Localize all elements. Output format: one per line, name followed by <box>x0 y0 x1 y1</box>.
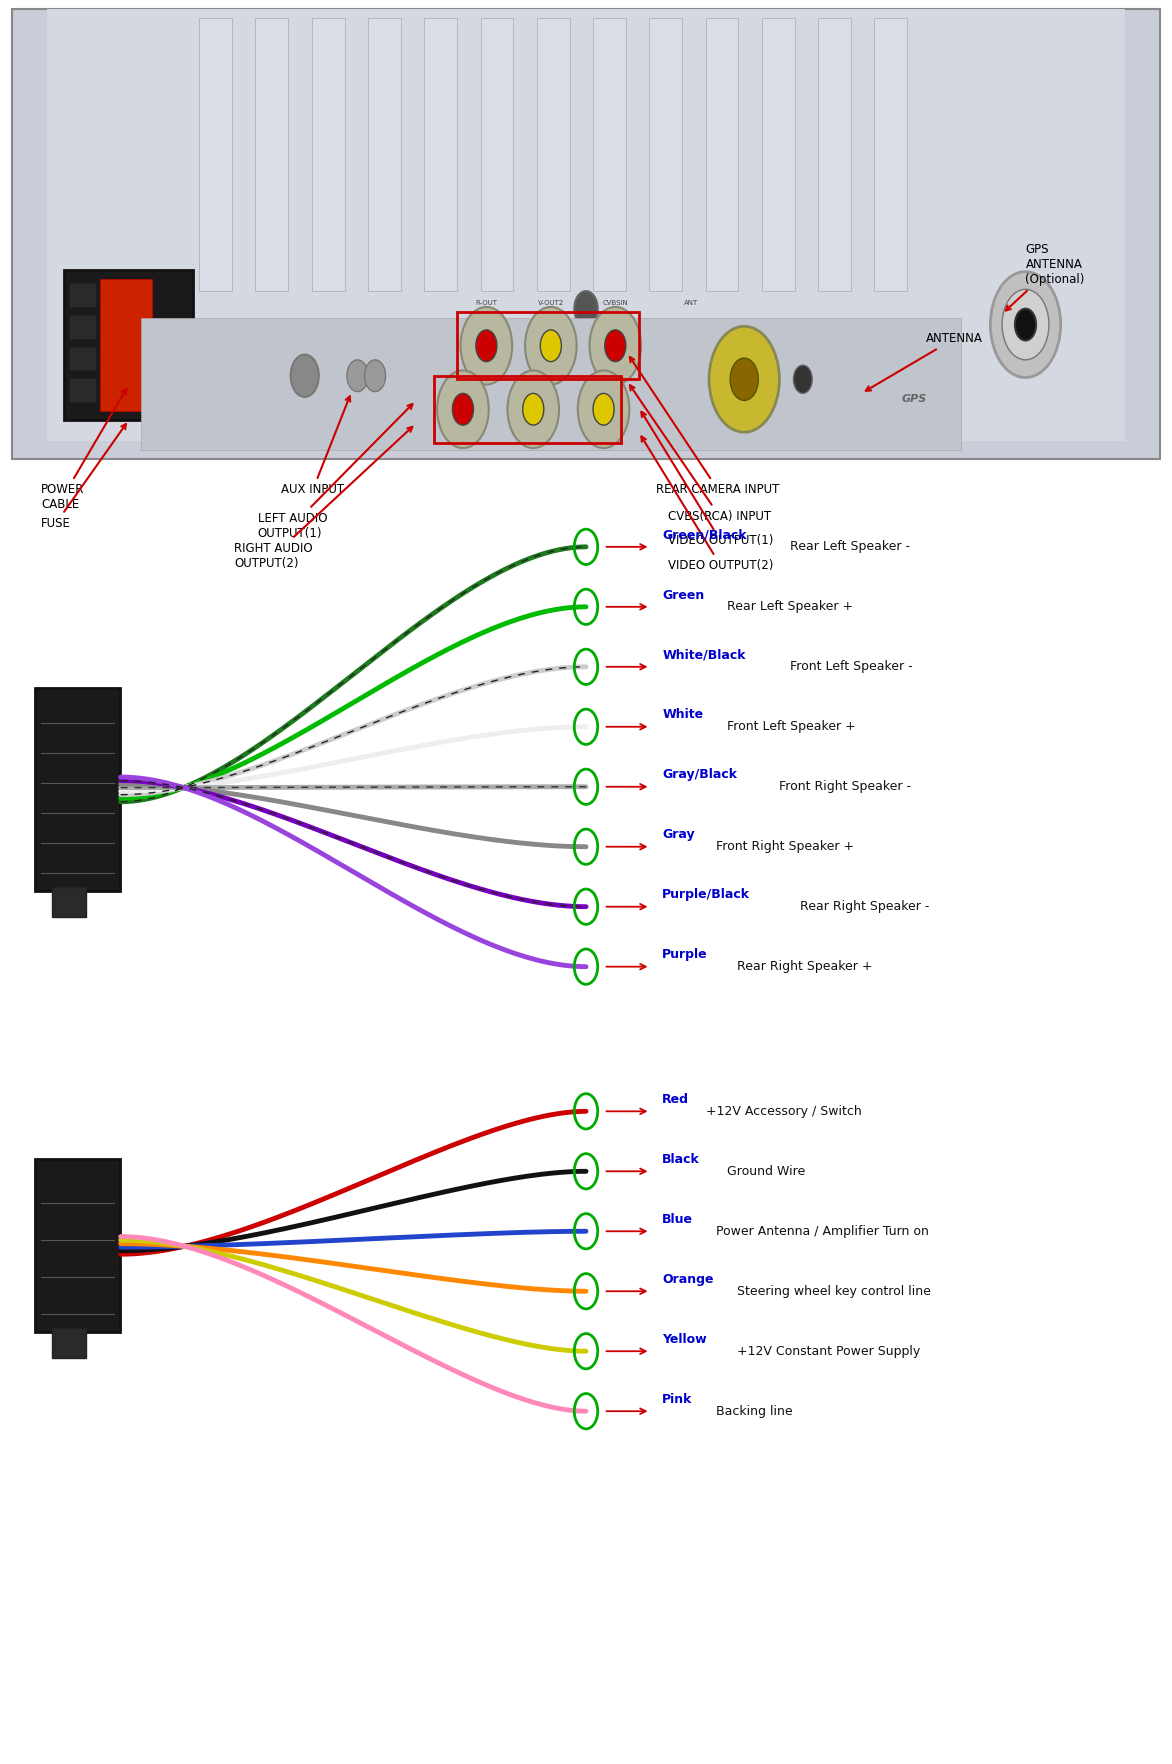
Circle shape <box>525 307 577 385</box>
Bar <box>52 887 86 917</box>
Text: CVBS(RCA) INPUT: CVBS(RCA) INPUT <box>629 385 771 522</box>
Bar <box>100 279 152 411</box>
Text: Rear Right Speaker +: Rear Right Speaker + <box>737 960 873 974</box>
Text: Purple/Black: Purple/Black <box>662 889 750 901</box>
Bar <box>762 18 795 291</box>
Text: Green: Green <box>662 589 704 602</box>
Circle shape <box>574 291 598 326</box>
Bar <box>199 18 232 291</box>
Bar <box>70 348 96 370</box>
Circle shape <box>476 330 497 362</box>
Text: LEFT AUDIO
OUTPUT(1): LEFT AUDIO OUTPUT(1) <box>258 404 413 540</box>
Bar <box>47 9 1125 441</box>
Bar <box>481 18 513 291</box>
Bar <box>457 312 639 379</box>
Circle shape <box>793 365 812 393</box>
Text: Power Antenna / Amplifier Turn on: Power Antenna / Amplifier Turn on <box>716 1224 929 1238</box>
Text: REAR CAMERA INPUT: REAR CAMERA INPUT <box>629 356 779 496</box>
Bar <box>434 376 621 443</box>
Circle shape <box>605 330 626 362</box>
Text: Green/Black: Green/Black <box>662 529 747 542</box>
Circle shape <box>990 272 1061 377</box>
FancyBboxPatch shape <box>12 9 1160 459</box>
Bar <box>706 18 738 291</box>
Text: +12V Constant Power Supply: +12V Constant Power Supply <box>737 1344 920 1358</box>
Text: Front Left Speaker -: Front Left Speaker - <box>790 660 913 674</box>
Bar <box>874 18 907 291</box>
Text: Pink: Pink <box>662 1394 693 1406</box>
Bar <box>818 18 851 291</box>
Circle shape <box>593 393 614 425</box>
Bar <box>424 18 457 291</box>
Circle shape <box>540 330 561 362</box>
Text: Yellow: Yellow <box>662 1334 707 1346</box>
Text: Backing line: Backing line <box>716 1404 792 1418</box>
Circle shape <box>461 307 512 385</box>
Text: FUSE: FUSE <box>41 423 125 529</box>
Bar <box>649 18 682 291</box>
Text: +12V Accessory / Switch: +12V Accessory / Switch <box>706 1104 861 1118</box>
Text: RIGHT AUDIO
OUTPUT(2): RIGHT AUDIO OUTPUT(2) <box>234 427 413 570</box>
Bar <box>70 284 96 307</box>
Circle shape <box>730 358 758 400</box>
Text: Gray: Gray <box>662 829 695 841</box>
Text: Purple: Purple <box>662 949 708 961</box>
Circle shape <box>347 360 368 392</box>
Bar <box>70 316 96 339</box>
Text: Rear Left Speaker -: Rear Left Speaker - <box>790 540 909 554</box>
Text: VIDEO OUTPUT(1): VIDEO OUTPUT(1) <box>641 411 774 547</box>
Circle shape <box>709 326 779 432</box>
Text: ANTENNA: ANTENNA <box>866 332 983 392</box>
Circle shape <box>452 393 473 425</box>
Circle shape <box>523 393 544 425</box>
Text: Steering wheel key control line: Steering wheel key control line <box>737 1284 931 1298</box>
Bar <box>141 318 961 450</box>
Text: Front Right Speaker -: Front Right Speaker - <box>779 780 912 794</box>
Bar <box>52 1328 86 1358</box>
Text: Gray/Black: Gray/Black <box>662 769 737 781</box>
Bar <box>368 18 401 291</box>
Text: ANT: ANT <box>684 300 699 307</box>
Circle shape <box>1002 289 1049 360</box>
Bar <box>35 1159 120 1332</box>
Text: Front Right Speaker +: Front Right Speaker + <box>716 840 854 854</box>
Text: Red: Red <box>662 1094 689 1106</box>
Bar <box>255 18 288 291</box>
Text: GPS: GPS <box>901 393 927 404</box>
Text: Rear Left Speaker +: Rear Left Speaker + <box>727 600 853 614</box>
Bar <box>593 18 626 291</box>
Bar <box>70 379 96 402</box>
Circle shape <box>1015 309 1036 340</box>
Text: Front Left Speaker +: Front Left Speaker + <box>727 720 856 734</box>
Circle shape <box>437 370 489 448</box>
Text: CVBSIN: CVBSIN <box>602 300 628 307</box>
Text: Ground Wire: Ground Wire <box>727 1164 805 1178</box>
Text: VIDEO OUTPUT(2): VIDEO OUTPUT(2) <box>641 436 774 572</box>
Circle shape <box>590 307 641 385</box>
Text: White/Black: White/Black <box>662 649 745 662</box>
Text: Blue: Blue <box>662 1214 693 1226</box>
Bar <box>35 688 120 891</box>
Text: POWER
CABLE: POWER CABLE <box>41 388 127 512</box>
Bar <box>537 18 570 291</box>
Circle shape <box>578 370 629 448</box>
Text: R-OUT: R-OUT <box>476 300 497 307</box>
Text: Rear Right Speaker -: Rear Right Speaker - <box>800 900 929 914</box>
Text: Orange: Orange <box>662 1274 714 1286</box>
Circle shape <box>507 370 559 448</box>
Bar <box>312 18 345 291</box>
Text: AUX INPUT: AUX INPUT <box>281 397 350 496</box>
Circle shape <box>291 355 319 397</box>
Bar <box>64 270 193 420</box>
Circle shape <box>364 360 386 392</box>
Text: GPS
ANTENNA
(Optional): GPS ANTENNA (Optional) <box>1006 243 1085 310</box>
Text: White: White <box>662 709 703 721</box>
Text: Black: Black <box>662 1154 700 1166</box>
Text: V-OUT2: V-OUT2 <box>538 300 564 307</box>
